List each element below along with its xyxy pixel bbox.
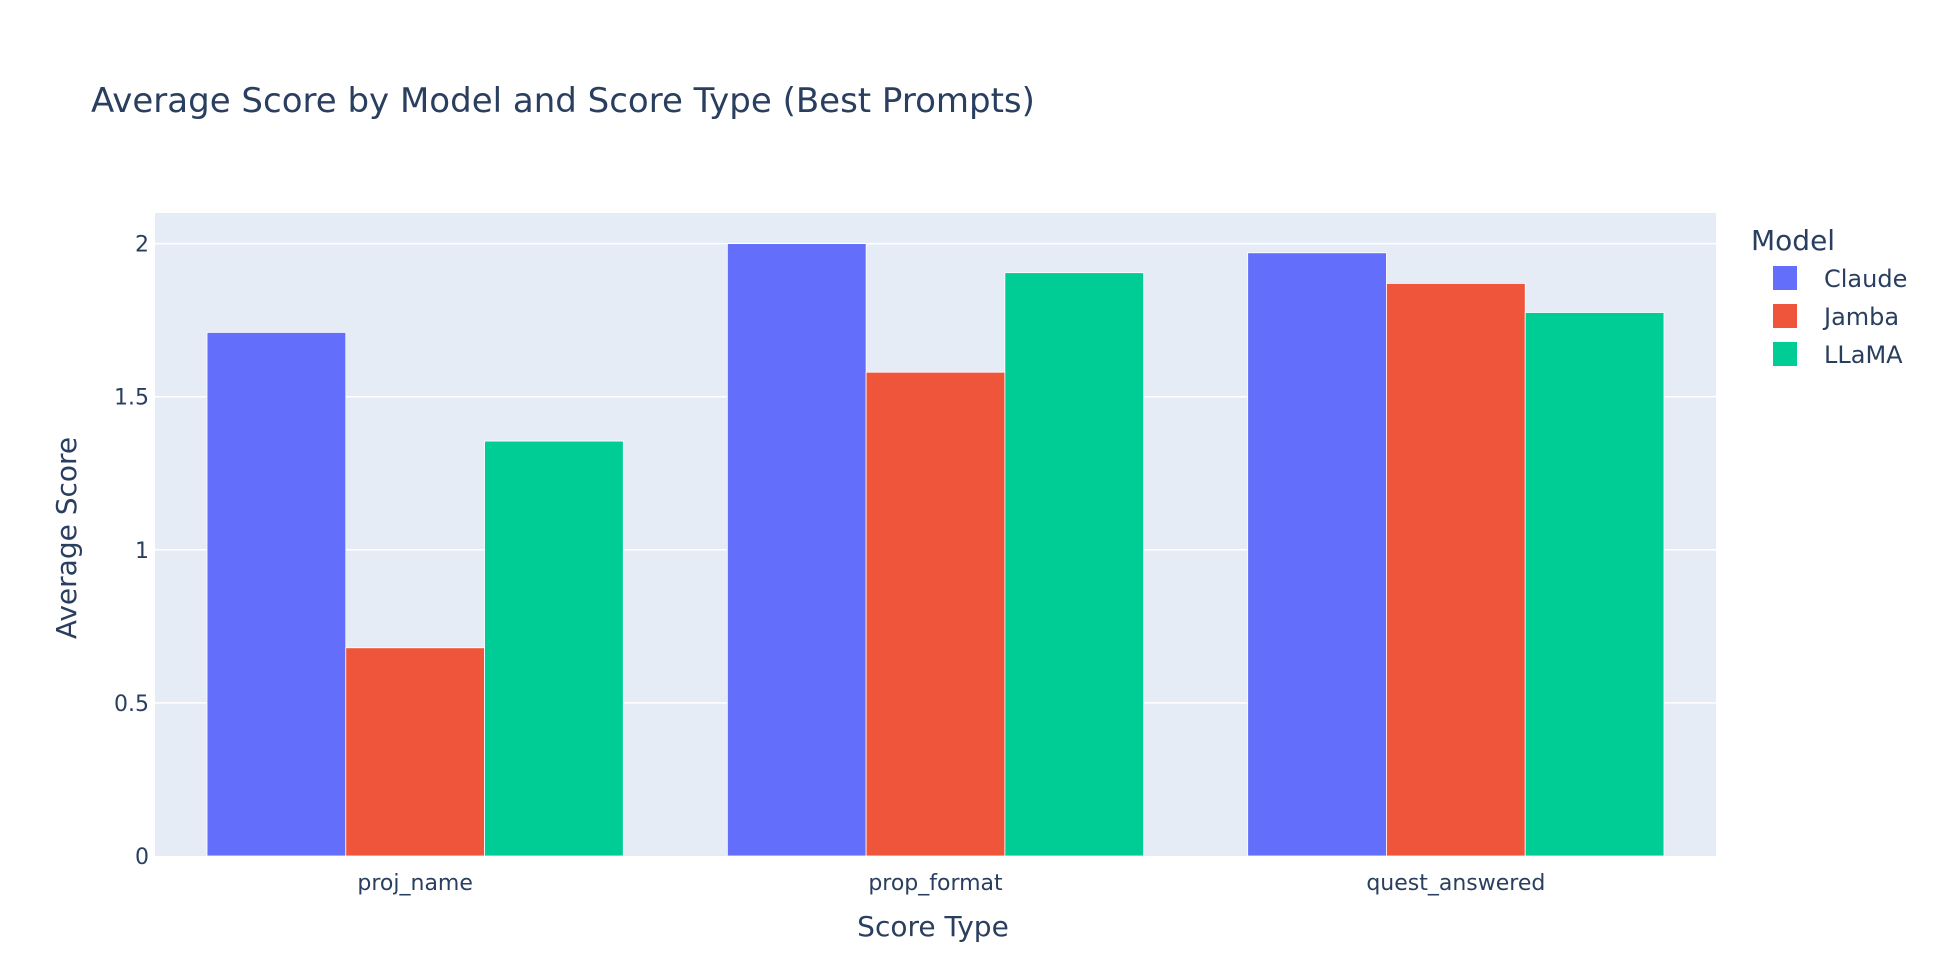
x-tick-label: proj_name bbox=[357, 871, 473, 896]
x-tick-label: prop_format bbox=[868, 871, 1003, 896]
x-tick-label: quest_answered bbox=[1366, 871, 1545, 896]
y-tick-label: 0.5 bbox=[114, 692, 149, 717]
y-tick-label: 1 bbox=[135, 539, 149, 564]
y-tick-label: 0 bbox=[135, 845, 149, 870]
x-axis-ticks: proj_name prop_format quest_answered bbox=[357, 871, 1545, 896]
legend-title: Model bbox=[1751, 224, 1835, 257]
bar-llama-quest_answered bbox=[1524, 312, 1665, 857]
legend-items: Claude Jamba LLaMA bbox=[1773, 265, 1907, 369]
bar-llama-proj_name bbox=[484, 440, 624, 857]
bar-claude-proj_name bbox=[206, 332, 347, 857]
y-tick-label: 1.5 bbox=[114, 386, 149, 411]
y-axis-ticks: 0 0.5 1 1.5 2 bbox=[114, 233, 149, 870]
legend-swatch-llama bbox=[1773, 342, 1797, 366]
bar-claude-prop_format bbox=[726, 243, 867, 857]
x-axis-title: Score Type bbox=[857, 910, 1009, 943]
y-tick-label: 2 bbox=[135, 233, 149, 258]
bar-jamba-quest_answered bbox=[1386, 283, 1526, 857]
legend-label-llama: LLaMA bbox=[1824, 341, 1903, 369]
bar-jamba-proj_name bbox=[345, 647, 485, 857]
legend-label-claude: Claude bbox=[1824, 265, 1907, 293]
legend-swatch-jamba bbox=[1773, 304, 1797, 328]
chart-title: Average Score by Model and Score Type (B… bbox=[91, 81, 1035, 121]
legend-label-jamba: Jamba bbox=[1822, 303, 1899, 331]
y-axis-title: Average Score bbox=[50, 437, 83, 639]
bars bbox=[206, 243, 1665, 857]
bar-jamba-prop_format bbox=[865, 371, 1006, 857]
bar-llama-prop_format bbox=[1004, 272, 1145, 857]
legend-swatch-claude bbox=[1773, 266, 1797, 290]
legend: Model Claude Jamba LLaMA bbox=[1751, 224, 1907, 369]
bar-claude-quest_answered bbox=[1247, 252, 1387, 857]
